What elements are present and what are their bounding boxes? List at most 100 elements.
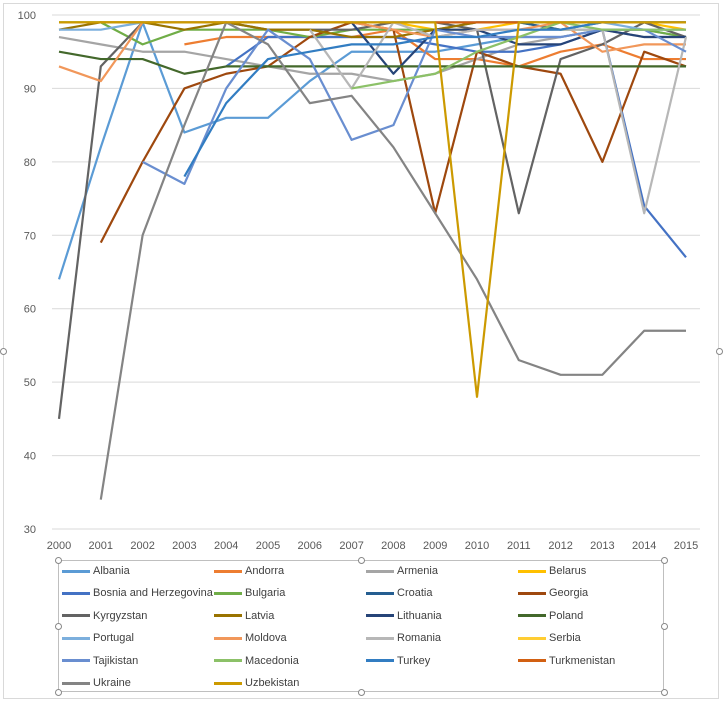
series-line-albania xyxy=(57,21,687,280)
y-tick-label: 50 xyxy=(24,377,36,389)
legend-item[interactable]: Bosnia and Herzegovina xyxy=(62,587,213,599)
legend-label: Turkmenistan xyxy=(549,654,616,667)
legend-item[interactable]: Albania xyxy=(62,565,130,577)
y-tick-label: 60 xyxy=(24,304,36,316)
legend-item[interactable]: Tajikistan xyxy=(62,655,138,667)
legend-swatch xyxy=(214,569,242,573)
series-line-romania xyxy=(308,21,688,215)
x-tick-label: 2004 xyxy=(214,540,238,552)
legend-label: Uzbekistan xyxy=(245,677,300,689)
legend-label: Bosnia and Herzegovina xyxy=(93,587,213,600)
legend-label: Turkey xyxy=(397,654,431,667)
legend-swatch xyxy=(214,614,242,618)
legend-item[interactable]: Poland xyxy=(518,610,583,622)
legend-label: Croatia xyxy=(397,587,433,600)
resize-handle-left[interactable] xyxy=(0,348,7,355)
legend-item[interactable]: Ukraine xyxy=(62,677,131,689)
series-line-ukraine xyxy=(99,21,686,500)
legend-handle-bm[interactable] xyxy=(358,689,365,696)
legend-label: Ukraine xyxy=(93,677,131,689)
resize-handle-right[interactable] xyxy=(716,348,723,355)
legend-swatch xyxy=(366,591,394,595)
legend-swatch xyxy=(518,659,546,663)
legend-item[interactable]: Serbia xyxy=(518,632,581,644)
legend-label: Latvia xyxy=(245,609,275,622)
series-line-macedonia xyxy=(351,21,686,90)
y-tick-label: 80 xyxy=(24,157,36,169)
legend-item[interactable]: Lithuania xyxy=(366,610,442,622)
x-tick-label: 2015 xyxy=(674,540,698,552)
legend[interactable]: Albania Andorra Armenia Belarus Bosnia and H… xyxy=(58,560,664,692)
x-tick-label: 2012 xyxy=(548,540,572,552)
legend-swatch xyxy=(518,569,546,573)
legend-handle-ml[interactable] xyxy=(55,623,62,630)
legend-handle-mr[interactable] xyxy=(661,623,668,630)
legend-item[interactable]: Turkey xyxy=(366,655,430,667)
y-tick-label: 30 xyxy=(24,524,36,536)
series-line-lithuania xyxy=(350,21,686,75)
legend-label: Lithuania xyxy=(397,609,442,622)
legend-item[interactable]: Andorra xyxy=(214,565,284,577)
legend-label: Armenia xyxy=(397,565,438,577)
legend-item[interactable]: Macedonia xyxy=(214,655,299,667)
x-tick-label: 2007 xyxy=(339,540,363,552)
legend-swatch xyxy=(62,636,90,640)
legend-item[interactable]: Portugal xyxy=(62,632,134,644)
legend-item[interactable]: Georgia xyxy=(518,587,588,599)
x-tick-label: 2003 xyxy=(172,540,196,552)
legend-item[interactable]: Turkmenistan xyxy=(518,655,615,667)
x-tick-label: 2006 xyxy=(298,540,322,552)
legend-label: Georgia xyxy=(549,587,589,600)
legend-swatch xyxy=(62,614,90,618)
x-tick-label: 2005 xyxy=(256,540,280,552)
x-tick-label: 2001 xyxy=(89,540,113,552)
x-tick-label: 2009 xyxy=(423,540,447,552)
legend-item[interactable]: Romania xyxy=(366,632,441,644)
legend-label: Moldova xyxy=(245,632,287,645)
series-line-poland xyxy=(58,50,686,75)
y-tick-label: 40 xyxy=(24,451,36,463)
legend-label: Andorra xyxy=(245,565,285,577)
legend-label: Serbia xyxy=(549,632,581,645)
legend-swatch xyxy=(366,569,394,573)
legend-handle-tl[interactable] xyxy=(55,557,62,564)
legend-swatch xyxy=(366,614,394,618)
x-tick-label: 2000 xyxy=(47,540,71,552)
x-tick-label: 2011 xyxy=(507,540,531,552)
legend-item[interactable]: Moldova xyxy=(214,632,287,644)
legend-item[interactable]: Croatia xyxy=(366,587,432,599)
legend-handle-tr[interactable] xyxy=(661,557,668,564)
x-tick-label: 2008 xyxy=(381,540,405,552)
x-tick-label: 2002 xyxy=(130,540,154,552)
legend-swatch xyxy=(214,591,242,595)
y-tick-label: 90 xyxy=(24,83,36,95)
series-line-uzbekistan xyxy=(59,21,686,398)
x-tick-label: 2013 xyxy=(590,540,614,552)
legend-swatch xyxy=(214,681,242,685)
legend-swatch xyxy=(518,614,546,618)
legend-item[interactable]: Bulgaria xyxy=(214,587,285,599)
legend-item[interactable]: Armenia xyxy=(366,565,438,577)
legend-item[interactable]: Latvia xyxy=(214,610,274,622)
series-line-kyrgyzstan xyxy=(57,21,687,419)
legend-swatch xyxy=(62,591,90,595)
legend-label: Albania xyxy=(93,565,130,577)
series-line-georgia xyxy=(99,21,687,244)
legend-swatch xyxy=(214,636,242,640)
legend-item[interactable]: Kyrgyzstan xyxy=(62,610,147,622)
legend-swatch xyxy=(62,569,90,573)
legend-handle-bl[interactable] xyxy=(55,689,62,696)
legend-item[interactable]: Belarus xyxy=(518,565,586,577)
legend-handle-tm[interactable] xyxy=(358,557,365,564)
y-tick-label: 100 xyxy=(18,10,36,22)
legend-swatch xyxy=(518,636,546,640)
legend-swatch xyxy=(62,681,90,685)
legend-label: Kyrgyzstan xyxy=(93,609,148,622)
legend-handle-br[interactable] xyxy=(661,689,668,696)
x-tick-label: 2014 xyxy=(632,540,656,552)
y-tick-label: 70 xyxy=(24,230,36,242)
legend-item[interactable]: Uzbekistan xyxy=(214,677,299,689)
legend-label: Poland xyxy=(549,609,584,622)
